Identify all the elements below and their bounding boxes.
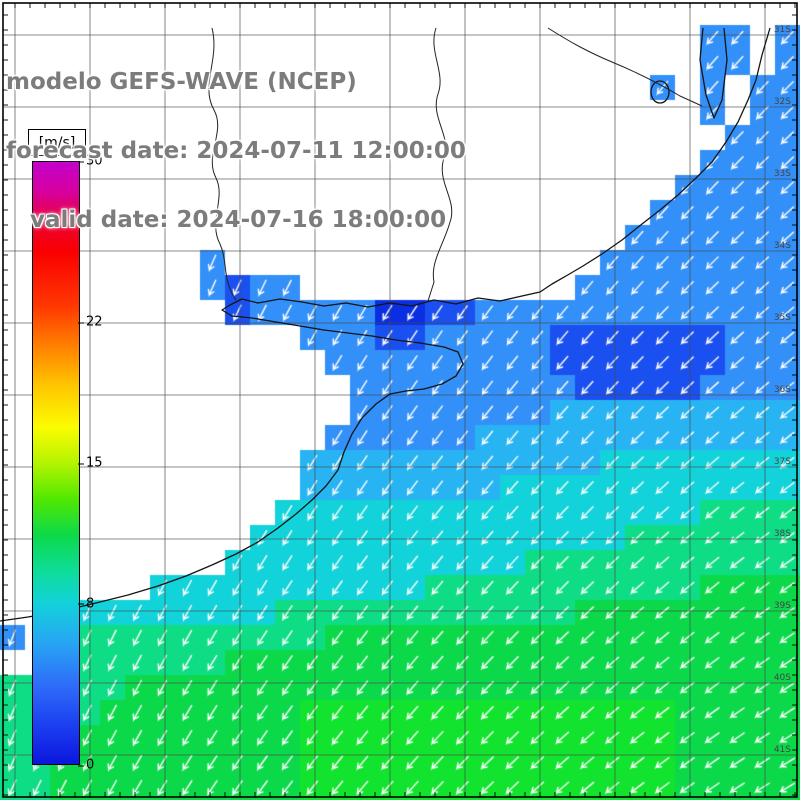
colorbar-tick-label: 22	[78, 314, 103, 330]
colorbar-tick-label: 8	[77, 596, 95, 612]
model-title: modelo GEFS-WAVE (NCEP)	[6, 69, 357, 95]
forecast-date: forecast date: 2024-07-11 12:00:00	[6, 138, 466, 164]
colorbar-tick-label: 0	[77, 757, 95, 773]
title-block: modelo GEFS-WAVE (NCEP) forecast date: 2…	[6, 25, 466, 278]
colorbar-tick-label: 15	[78, 455, 103, 471]
valid-date: valid date: 2024-07-16 18:00:00	[6, 207, 447, 233]
